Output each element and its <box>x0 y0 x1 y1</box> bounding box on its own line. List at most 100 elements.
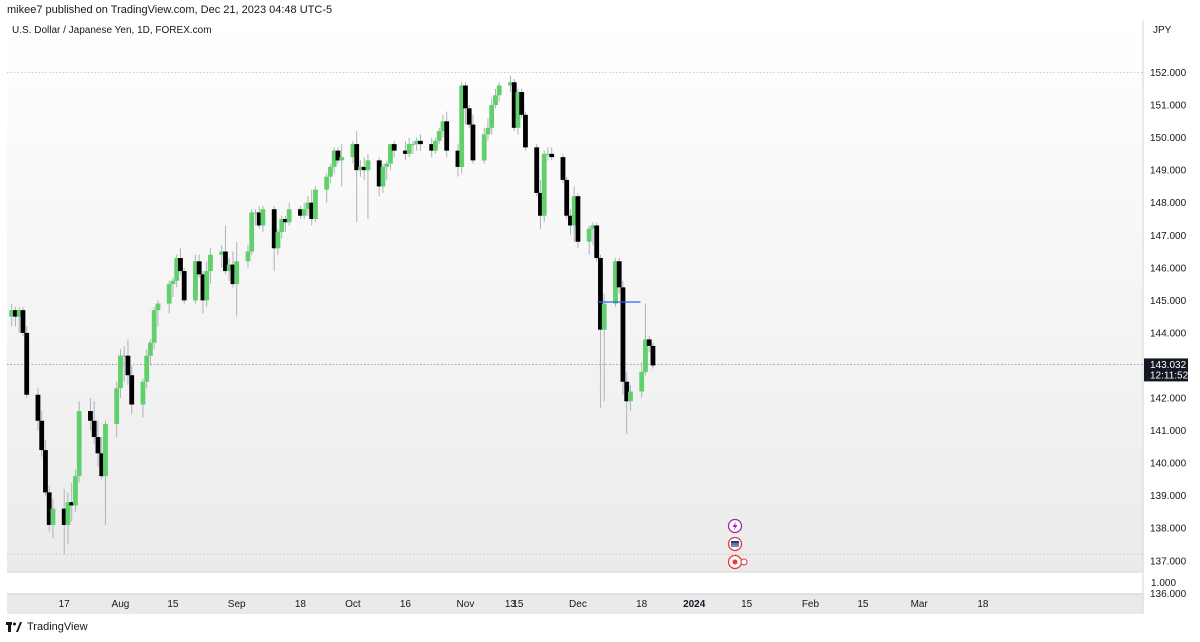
candle-up <box>481 134 487 161</box>
candle-up <box>339 157 345 161</box>
secondary-axis-label: 1.000 <box>1151 578 1176 589</box>
candle-up <box>279 218 285 232</box>
candle-up <box>50 508 56 525</box>
candle-up <box>103 424 108 477</box>
candle-down <box>181 271 187 301</box>
y-tick-label: 142.000 <box>1150 394 1187 405</box>
y-tick-label: 136.000 <box>1150 589 1187 600</box>
candle-down <box>534 147 540 193</box>
price-axis-background <box>1143 20 1200 614</box>
candle-up <box>174 258 180 281</box>
candle-down <box>178 258 183 272</box>
y-tick-label: 141.000 <box>1150 426 1187 437</box>
x-tick-label: 16 <box>400 599 412 610</box>
candle-down <box>13 310 18 317</box>
candle-up <box>493 95 498 106</box>
x-tick-label: 18 <box>295 599 307 610</box>
candle-down <box>463 85 468 109</box>
candle-up <box>305 202 311 210</box>
y-tick-label: 150.000 <box>1150 133 1187 144</box>
candle-down <box>403 150 408 154</box>
y-tick-label: 138.000 <box>1150 524 1187 535</box>
candle-up <box>365 160 371 171</box>
candle-down <box>200 274 206 301</box>
candle-down <box>35 394 41 421</box>
x-tick-label: 15 <box>857 599 869 610</box>
candle-up <box>226 264 232 272</box>
candle-down <box>560 157 566 180</box>
candle-up <box>260 209 266 226</box>
candle-down <box>466 108 472 125</box>
candle-up <box>489 105 495 128</box>
candle-up <box>440 121 446 132</box>
candle-down <box>46 492 52 525</box>
candle-up <box>406 144 412 154</box>
footer: TradingView <box>0 616 1200 637</box>
candle-down <box>271 209 277 249</box>
candle-up <box>508 82 513 86</box>
candle-up <box>155 303 161 311</box>
candle-up <box>234 261 240 285</box>
x-tick-label: 18 <box>977 599 989 610</box>
candle-down <box>125 355 131 376</box>
candle-up <box>219 251 225 255</box>
chart-title: U.S. Dollar / Japanese Yen, 1D, FOREX.co… <box>12 25 212 36</box>
candle-down <box>88 411 93 421</box>
candle-down <box>538 192 543 216</box>
candle-down <box>376 160 382 187</box>
candle-up <box>144 355 150 382</box>
y-tick-label: 147.000 <box>1150 231 1187 242</box>
candle-up <box>286 209 292 223</box>
currency-label: JPY <box>1153 25 1172 36</box>
last-price-tag-bg <box>1144 358 1188 382</box>
candle-up <box>331 150 337 167</box>
candle-down <box>223 251 228 272</box>
y-tick-label: 148.000 <box>1150 198 1187 209</box>
bolt-event-icon[interactable] <box>727 518 743 534</box>
candle-up <box>358 166 363 171</box>
candle-up <box>496 85 502 96</box>
candle-down <box>283 218 288 223</box>
candle-down <box>470 124 476 161</box>
candle-up <box>253 212 258 214</box>
candle-down <box>298 209 303 216</box>
candle-down <box>230 264 236 285</box>
x-tick-label: Aug <box>112 599 130 610</box>
time-axis-background <box>7 594 1143 614</box>
candle-down <box>99 453 105 477</box>
x-tick-label: Feb <box>802 599 820 610</box>
candle-down <box>511 82 517 128</box>
candle-up <box>9 310 15 317</box>
dividend-event-icon[interactable] <box>727 554 748 570</box>
candle-up <box>324 176 330 190</box>
candle-down <box>418 140 423 145</box>
candle-down <box>650 345 656 366</box>
candle-up <box>639 371 645 392</box>
candle-up <box>384 163 390 167</box>
candle-down <box>361 166 367 171</box>
candle-down <box>24 332 30 395</box>
x-tick-label: Nov <box>457 599 475 610</box>
x-tick-label: 13 <box>505 599 517 610</box>
y-tick-label: 139.000 <box>1150 491 1187 502</box>
candle-up <box>193 261 198 301</box>
x-tick-label: 17 <box>59 599 71 610</box>
candle-down <box>549 153 555 158</box>
y-tick-label: 151.000 <box>1150 101 1187 112</box>
y-tick-label: 140.000 <box>1150 459 1187 470</box>
y-tick-label: 145.000 <box>1150 296 1187 307</box>
candle-up <box>301 209 307 216</box>
candle-down <box>624 381 630 402</box>
candle-down <box>91 420 97 438</box>
candle-up <box>140 381 146 405</box>
last-price-tag: 143.032 12:11:52 <box>1144 358 1189 382</box>
candle-up <box>313 189 318 219</box>
candle-up <box>148 342 153 356</box>
candle-down <box>620 287 626 382</box>
candle-down <box>335 150 341 161</box>
candle-down <box>564 179 570 216</box>
candle-down <box>523 114 528 148</box>
us-flag-event-icon[interactable] <box>727 536 743 552</box>
candle-down <box>616 261 622 288</box>
